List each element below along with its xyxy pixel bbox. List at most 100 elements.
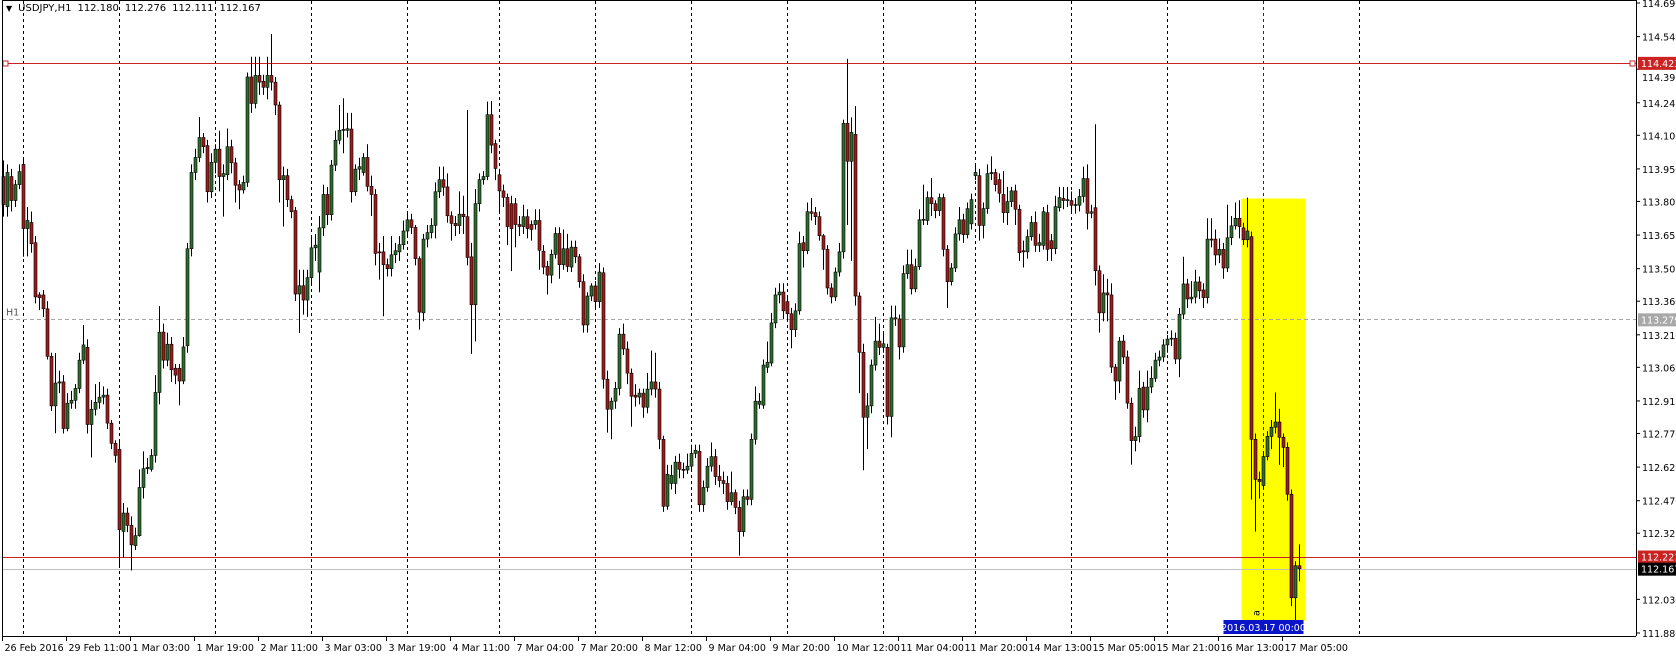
- candle-body: [393, 250, 398, 256]
- candle-body: [865, 405, 870, 418]
- candle: [277, 101, 282, 203]
- time-tick-label: 17 Mar 05:00: [1285, 643, 1348, 654]
- candle-body: [161, 331, 166, 361]
- candle: [385, 258, 390, 277]
- ohlc-open: 112.180: [77, 3, 119, 14]
- candle-body: [101, 394, 106, 398]
- candle: [661, 435, 666, 512]
- candle-body: [1005, 201, 1010, 213]
- candle-body: [93, 401, 98, 410]
- candle: [885, 343, 890, 425]
- time-tick-label: 1 Mar 03:00: [133, 643, 190, 654]
- line-anchor-handle: [2, 60, 9, 67]
- candle-body: [593, 285, 598, 302]
- candle: [957, 207, 962, 241]
- candle-body: [989, 172, 994, 174]
- candle-body: [277, 104, 282, 180]
- candle: [1201, 283, 1206, 308]
- candle-body: [613, 388, 618, 402]
- candle: [565, 233, 570, 273]
- candle-body: [729, 492, 734, 502]
- candle: [117, 440, 122, 568]
- candle: [425, 224, 430, 248]
- candle: [1253, 433, 1258, 532]
- candle: [65, 393, 70, 432]
- candle: [1033, 211, 1038, 252]
- candle-body: [57, 381, 62, 384]
- candle: [1153, 352, 1158, 382]
- candle-body: [685, 465, 690, 471]
- candle: [1053, 195, 1058, 255]
- candle-body: [489, 114, 494, 146]
- candle-body: [357, 166, 362, 170]
- candle-body: [1049, 240, 1054, 250]
- candle: [841, 119, 846, 259]
- candle-body: [829, 287, 834, 298]
- candle: [1149, 366, 1154, 394]
- candle: [381, 236, 386, 317]
- candle-body: [305, 277, 310, 301]
- period-label: H1: [6, 308, 19, 319]
- candle: [405, 213, 410, 237]
- vertical-line-label: a: [1252, 610, 1263, 616]
- candle: [437, 166, 442, 199]
- candle: [257, 56, 262, 95]
- candle-body: [1217, 249, 1222, 256]
- candle-body: [1161, 344, 1166, 358]
- time-axis[interactable]: 26 Feb 2016 29 Feb 11:00 1 Mar 03:00 1 Mar …: [2, 620, 1348, 654]
- triangle-down-icon[interactable]: ▼: [6, 4, 13, 13]
- candle: [645, 372, 650, 414]
- candle: [1165, 334, 1170, 353]
- candle-body: [1269, 426, 1274, 437]
- candle-body: [977, 175, 982, 226]
- candle: [1177, 307, 1182, 378]
- candle: [401, 220, 406, 250]
- price-markers-layer: 114.423 113.279 112.221112.167: [1638, 56, 1676, 576]
- price-tick-label: 112.030: [1642, 595, 1676, 606]
- candle-body: [1181, 283, 1186, 315]
- candle-body: [681, 469, 686, 471]
- candle: [29, 211, 34, 253]
- candle-body: [337, 130, 342, 141]
- candle: [269, 33, 274, 91]
- candle-body: [589, 285, 594, 297]
- candle: [1229, 215, 1234, 246]
- candle: [1089, 204, 1094, 219]
- candle: [637, 388, 642, 405]
- candle-body: [1133, 436, 1138, 441]
- candle-body: [1209, 238, 1214, 241]
- candle-body: [717, 476, 722, 481]
- candle-body: [485, 114, 490, 177]
- candle: [33, 236, 38, 304]
- candle-body: [1021, 250, 1026, 253]
- candle: [937, 193, 942, 216]
- candle-body: [297, 285, 302, 295]
- candle: [825, 245, 830, 295]
- candle: [153, 375, 158, 463]
- candle: [41, 289, 46, 317]
- candle-body: [1117, 340, 1122, 382]
- candle: [357, 157, 362, 181]
- candle-body: [569, 246, 574, 268]
- candle-body: [813, 212, 818, 217]
- candle: [933, 200, 938, 219]
- price-axis[interactable]: 114.690 114.540 114.395 114.245 114.100 113.9…: [1636, 0, 1676, 640]
- candle: [929, 177, 934, 216]
- candle-body: [421, 238, 426, 314]
- candle-body: [777, 291, 782, 296]
- candle-body: [1205, 238, 1210, 298]
- candle-body: [981, 208, 986, 226]
- candle: [1061, 186, 1066, 210]
- candle-body: [89, 408, 94, 425]
- candle: [813, 207, 818, 225]
- candle-body: [809, 211, 814, 214]
- bid-price-marker: [1638, 562, 1676, 576]
- candle-body: [757, 400, 762, 405]
- candle-body: [565, 248, 570, 267]
- time-tick-label: 8 Mar 12:00: [645, 643, 702, 654]
- candle: [445, 173, 450, 223]
- candle: [837, 242, 842, 277]
- candle-body: [253, 75, 258, 104]
- candle: [1281, 433, 1286, 468]
